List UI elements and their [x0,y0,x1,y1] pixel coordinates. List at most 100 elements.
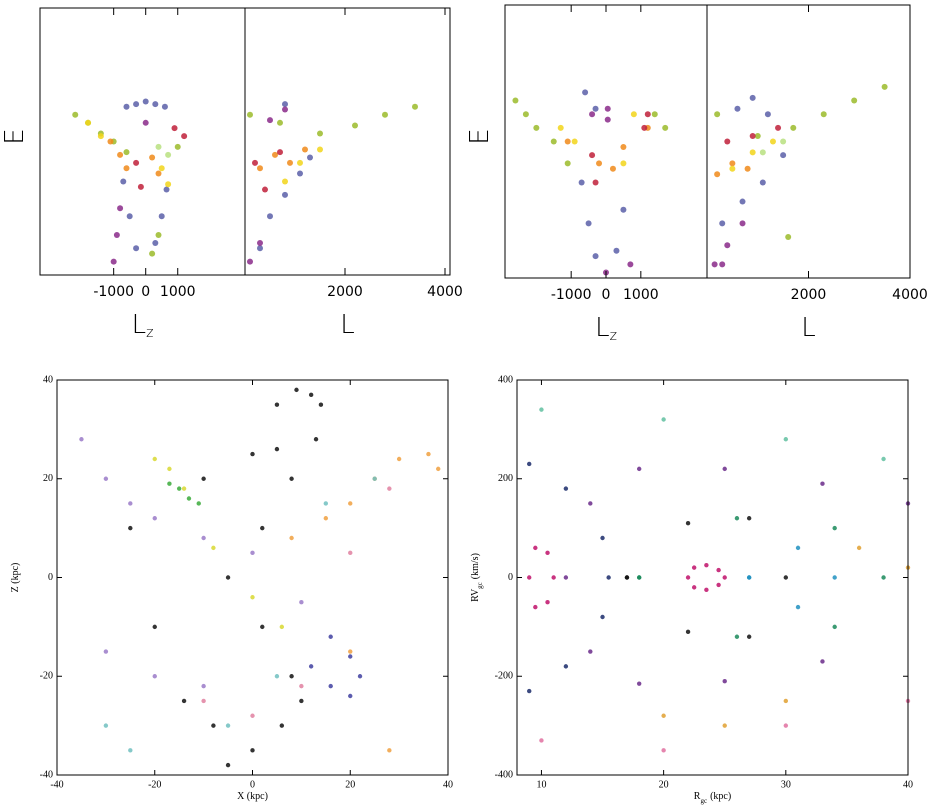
data-point [274,446,280,452]
y-tick-label: 0 [508,572,513,583]
data-point [211,545,216,551]
data-point [795,545,801,551]
data-point [739,220,746,227]
data-point [790,124,797,131]
data-point [533,124,540,131]
data-point [724,242,731,249]
data-point [533,604,538,610]
data-point [571,138,578,145]
data-point [201,476,206,481]
y-tick-label: -20 [40,671,53,682]
y-tick-label: -200 [495,671,513,682]
data-point [267,117,273,124]
data-point [277,149,283,156]
x-tick-label: 30 [781,779,791,790]
data-point [759,179,766,186]
data-point [780,152,787,159]
data-point [272,151,278,158]
x-tick-label: 1000 [623,287,659,303]
x-tick-label: -20 [148,779,161,790]
x-axis-label: Lz [595,313,617,345]
label-main: E [0,128,30,144]
x-axis-label: X (kpc) [237,791,268,802]
data-point [527,575,532,580]
data-point [719,261,726,268]
label-main: RV [470,588,481,602]
data-point [142,98,149,105]
data-point [592,105,599,112]
data-point [250,451,255,457]
data-point [274,402,280,407]
data-point [722,466,727,472]
data-point [661,417,666,422]
data-point [832,624,837,630]
label-main: Z (kpc) [10,563,21,593]
data-point [158,213,165,220]
data-point [103,649,109,654]
data-point [123,103,130,110]
data-point [289,674,294,679]
data-point [578,179,585,186]
data-point [289,535,294,541]
label-main: E [465,128,495,144]
data-point [103,723,109,728]
data-point [323,501,329,506]
data-point [627,261,634,268]
data-point [357,674,363,679]
data-point [512,97,519,104]
data-point [128,525,133,531]
data-point [152,624,157,630]
data-point [372,476,377,481]
data-point [382,111,388,118]
data-point [308,664,314,669]
data-point [539,407,544,412]
data-point [103,476,109,481]
data-point [722,678,727,684]
data-point [79,437,84,442]
data-point [142,119,149,126]
data-point [604,105,611,112]
data-point [201,698,206,704]
data-point [851,97,858,104]
data-point [348,501,353,506]
label-main: L [595,313,610,343]
data-point [317,146,323,153]
y-axis-label: E [0,128,30,144]
x-tick-label: 0 [602,287,611,303]
data-point [881,456,886,462]
data-point [247,258,253,265]
data-point [749,133,756,140]
data-point [110,258,117,265]
data-point [564,138,571,145]
data-point [613,247,620,254]
data-point [250,550,255,556]
data-point [714,111,721,118]
data-point [600,614,605,620]
data-point [533,545,538,551]
data-point [181,698,187,704]
data-point [550,138,557,145]
y-tick-label: 400 [498,374,513,385]
x-tick-label: -1000 [551,287,592,303]
data-point [257,245,263,252]
data-point [881,83,888,90]
y-tick-label: 40 [43,374,53,385]
data-point [775,124,782,131]
x-tick-label: 2000 [327,284,363,300]
data-point [832,575,837,580]
x-tick-label: 20 [659,779,669,790]
data-point [387,748,392,753]
data-point [348,654,353,659]
data-point [551,575,556,580]
data-point [545,550,550,556]
data-point [729,160,736,167]
data-point [719,220,726,227]
data-point [609,165,616,172]
data-point [563,575,569,580]
label-main: L [132,310,147,340]
data-point [783,723,789,728]
data-point [691,565,697,570]
data-point [155,143,162,150]
x-tick-label: 0 [141,284,150,300]
x-tick-label: 40 [443,779,453,790]
